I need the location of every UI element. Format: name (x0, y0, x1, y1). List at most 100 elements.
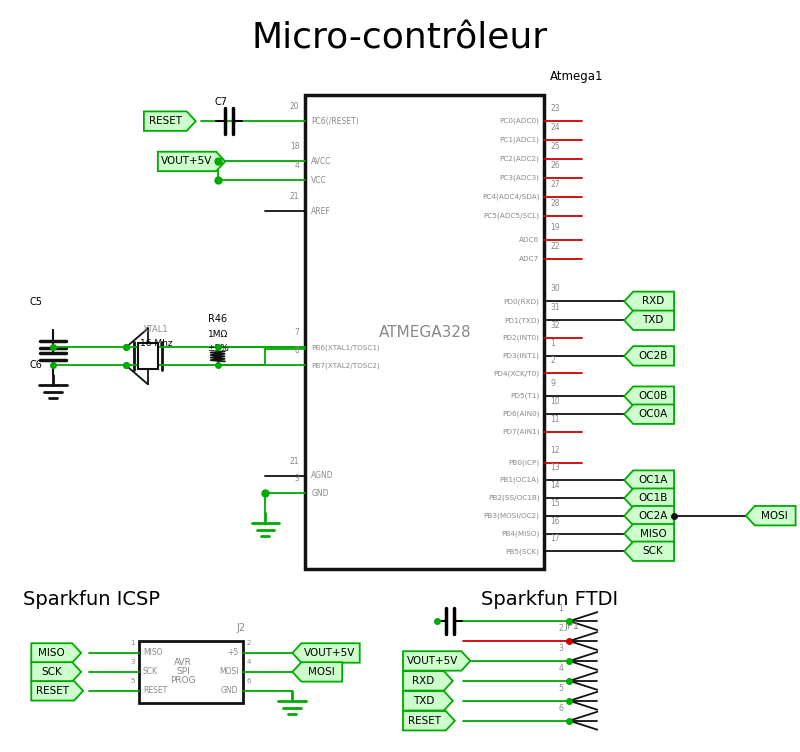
Polygon shape (292, 663, 342, 681)
Text: 14: 14 (550, 481, 560, 490)
Text: RXD: RXD (412, 676, 434, 686)
Text: 3: 3 (558, 644, 563, 653)
Text: OC0B: OC0B (638, 391, 668, 401)
Text: 2: 2 (246, 640, 251, 646)
Text: 22: 22 (550, 241, 560, 250)
Text: 15: 15 (550, 499, 560, 508)
Polygon shape (403, 691, 453, 711)
Text: 18: 18 (290, 142, 299, 151)
Text: 8: 8 (294, 347, 299, 356)
Polygon shape (624, 405, 674, 424)
Text: RESET: RESET (149, 116, 182, 126)
Text: 4: 4 (294, 162, 299, 171)
Polygon shape (624, 489, 674, 508)
Text: AVR: AVR (174, 659, 192, 668)
Text: PC2(ADC2): PC2(ADC2) (500, 156, 539, 162)
Text: J2: J2 (236, 623, 245, 633)
Text: PC1(ADC1): PC1(ADC1) (500, 137, 539, 144)
Text: XTAL1: XTAL1 (143, 326, 169, 335)
Text: 26: 26 (550, 161, 560, 170)
Text: 1MΩ: 1MΩ (207, 330, 228, 339)
Text: 24: 24 (550, 123, 560, 132)
Text: 1: 1 (130, 640, 135, 646)
Polygon shape (624, 541, 674, 561)
Text: PB5(SCK): PB5(SCK) (506, 548, 539, 554)
Polygon shape (624, 471, 674, 490)
Text: 5: 5 (558, 684, 563, 693)
Text: 12: 12 (550, 446, 560, 455)
Text: OC0A: OC0A (638, 409, 668, 419)
Text: C7: C7 (214, 97, 227, 107)
Text: ATMEGA328: ATMEGA328 (378, 325, 471, 340)
Text: PD5(T1): PD5(T1) (510, 393, 539, 399)
Text: TXD: TXD (642, 315, 664, 326)
Text: OC1A: OC1A (638, 475, 668, 485)
Text: VCC: VCC (311, 176, 327, 185)
Text: 6: 6 (558, 704, 563, 713)
Text: Sparkfun ICSP: Sparkfun ICSP (22, 590, 159, 609)
Text: 1: 1 (550, 339, 555, 348)
Bar (306, 95, 545, 569)
Text: PD7(AIN1): PD7(AIN1) (502, 429, 539, 435)
Text: 16: 16 (550, 517, 560, 526)
Text: JP1: JP1 (565, 621, 579, 631)
Text: 7: 7 (294, 329, 299, 338)
Text: 20: 20 (290, 102, 299, 111)
Text: ±5%: ±5% (206, 344, 229, 353)
Polygon shape (31, 681, 83, 701)
Polygon shape (624, 346, 674, 365)
Text: R46: R46 (208, 314, 227, 324)
Text: GND: GND (311, 489, 329, 498)
Text: 32: 32 (550, 321, 560, 330)
Text: PC4(ADC4/SDA): PC4(ADC4/SDA) (482, 194, 539, 200)
Bar (138, 344, 158, 369)
Text: SCK: SCK (42, 667, 62, 677)
Text: TXD: TXD (413, 696, 434, 706)
Text: 16 Mhz: 16 Mhz (139, 339, 172, 348)
Text: PD4(XCK/T0): PD4(XCK/T0) (494, 370, 539, 377)
Text: PD3(INT1): PD3(INT1) (502, 353, 539, 359)
Text: OC1B: OC1B (638, 493, 668, 503)
Bar (139, 641, 242, 703)
Text: 3: 3 (130, 659, 135, 665)
Text: 9: 9 (550, 379, 555, 388)
Polygon shape (144, 111, 196, 131)
Text: 21: 21 (290, 193, 299, 202)
Text: 2: 2 (550, 356, 555, 365)
Polygon shape (31, 663, 81, 681)
Text: PB4(MISO): PB4(MISO) (502, 530, 539, 537)
Text: 2: 2 (558, 624, 563, 633)
Text: AGND: AGND (311, 472, 334, 481)
Text: PB0(ICP): PB0(ICP) (508, 459, 539, 465)
Polygon shape (624, 506, 674, 526)
Text: PD6(AIN0): PD6(AIN0) (502, 411, 539, 417)
Polygon shape (403, 711, 455, 730)
Text: RESET: RESET (408, 716, 441, 726)
Text: +5: +5 (227, 648, 238, 657)
Text: AREF: AREF (311, 207, 331, 216)
Text: PD1(TXD): PD1(TXD) (504, 317, 539, 323)
Text: PC0(ADC0): PC0(ADC0) (500, 118, 539, 124)
Text: Sparkfun FTDI: Sparkfun FTDI (481, 590, 618, 609)
Text: MOSI: MOSI (219, 668, 238, 676)
Polygon shape (403, 671, 453, 690)
Text: 23: 23 (550, 105, 560, 113)
Polygon shape (624, 292, 674, 311)
Text: PB2(SS/OC1B): PB2(SS/OC1B) (488, 495, 539, 502)
Text: PROG: PROG (170, 676, 195, 685)
Text: MOSI: MOSI (308, 667, 334, 677)
Text: PB7(XTAL2/TOSC2): PB7(XTAL2/TOSC2) (311, 362, 380, 368)
Text: 17: 17 (550, 534, 560, 543)
Text: MOSI: MOSI (762, 511, 788, 520)
Polygon shape (746, 506, 796, 526)
Text: PD0(RXD): PD0(RXD) (504, 298, 539, 305)
Text: PC5(ADC5/SCL): PC5(ADC5/SCL) (483, 213, 539, 220)
Polygon shape (292, 643, 360, 663)
Text: 28: 28 (550, 199, 560, 208)
Text: 25: 25 (550, 142, 560, 151)
Text: RESET: RESET (143, 687, 167, 696)
Text: 1: 1 (558, 604, 563, 613)
Text: OC2B: OC2B (638, 351, 668, 361)
Text: MISO: MISO (38, 648, 65, 658)
Text: AVCC: AVCC (311, 157, 332, 166)
